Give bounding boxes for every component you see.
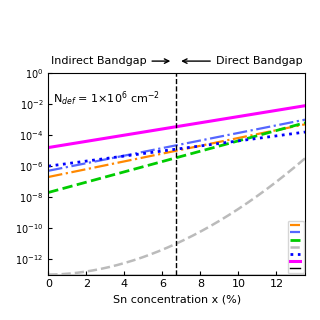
X-axis label: Sn concentration x (%): Sn concentration x (%) — [113, 295, 241, 305]
Text: Indirect Bandgap: Indirect Bandgap — [51, 56, 169, 66]
Text: Direct Bandgap: Direct Bandgap — [183, 56, 302, 66]
Legend: , , , , , , : , , , , , , — [288, 221, 304, 273]
Text: N$_{def}$ = 1×10$^6$ cm$^{-2}$: N$_{def}$ = 1×10$^6$ cm$^{-2}$ — [53, 89, 160, 108]
